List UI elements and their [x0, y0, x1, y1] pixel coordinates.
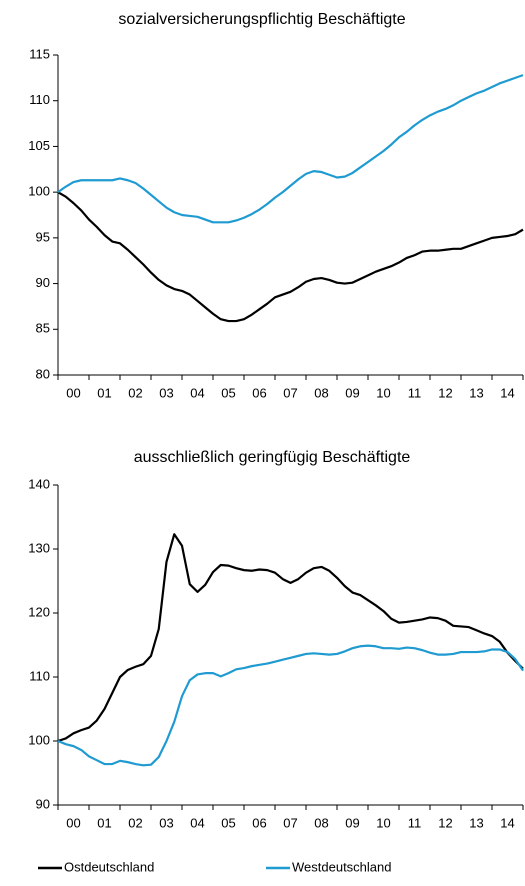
x-tick-label: 11 — [408, 815, 422, 830]
x-tick-label: 10 — [376, 815, 390, 830]
x-tick-label: 11 — [408, 385, 422, 400]
x-tick-label: 07 — [283, 385, 297, 400]
chart-title: sozialversicherungspflichtig Beschäftigt… — [118, 11, 405, 28]
y-tick-label: 100 — [28, 732, 50, 747]
y-tick-label: 80 — [36, 366, 50, 381]
y-tick-label: 90 — [36, 275, 50, 290]
data-line — [57, 533, 524, 743]
y-tick-label: 115 — [29, 46, 50, 61]
x-tick-label: 07 — [283, 815, 297, 830]
y-tick-label: 130 — [28, 540, 50, 555]
legend-label: Ostdeutschland — [64, 859, 154, 874]
x-tick-label: 01 — [97, 815, 111, 830]
chart-title: ausschließlich geringfügig Beschäftigte — [134, 449, 411, 466]
x-tick-label: 08 — [314, 385, 328, 400]
x-tick-label: 00 — [66, 385, 80, 400]
y-tick-label: 105 — [28, 138, 50, 153]
x-tick-label: 03 — [159, 385, 173, 400]
x-tick-label: 12 — [438, 815, 452, 830]
y-tick-label: 100 — [28, 184, 50, 199]
x-tick-label: 06 — [252, 815, 266, 830]
x-tick-label: 14 — [500, 815, 514, 830]
data-line — [57, 191, 524, 323]
x-tick-label: 05 — [221, 385, 235, 400]
x-tick-label: 02 — [128, 815, 142, 830]
x-tick-label: 13 — [469, 815, 483, 830]
x-tick-label: 13 — [469, 385, 483, 400]
x-tick-label: 06 — [252, 385, 266, 400]
y-tick-label: 110 — [29, 92, 50, 107]
y-tick-label: 95 — [36, 229, 50, 244]
x-tick-label: 09 — [345, 385, 359, 400]
x-tick-label: 14 — [500, 385, 514, 400]
x-tick-label: 12 — [438, 385, 452, 400]
y-tick-label: 85 — [36, 321, 50, 336]
x-tick-label: 04 — [190, 815, 204, 830]
y-tick-label: 110 — [29, 668, 50, 683]
x-tick-label: 09 — [345, 815, 359, 830]
y-tick-label: 90 — [36, 796, 50, 811]
data-line — [57, 644, 524, 767]
x-tick-label: 04 — [190, 385, 204, 400]
x-tick-label: 01 — [97, 385, 111, 400]
x-tick-label: 05 — [221, 815, 235, 830]
x-tick-label: 00 — [66, 815, 80, 830]
x-tick-label: 08 — [314, 815, 328, 830]
data-line — [57, 74, 524, 224]
y-tick-label: 120 — [28, 604, 50, 619]
legend-label: Westdeutschland — [292, 859, 392, 874]
x-tick-label: 03 — [159, 815, 173, 830]
x-tick-label: 10 — [376, 385, 390, 400]
x-tick-label: 02 — [128, 385, 142, 400]
y-tick-label: 140 — [28, 476, 50, 491]
